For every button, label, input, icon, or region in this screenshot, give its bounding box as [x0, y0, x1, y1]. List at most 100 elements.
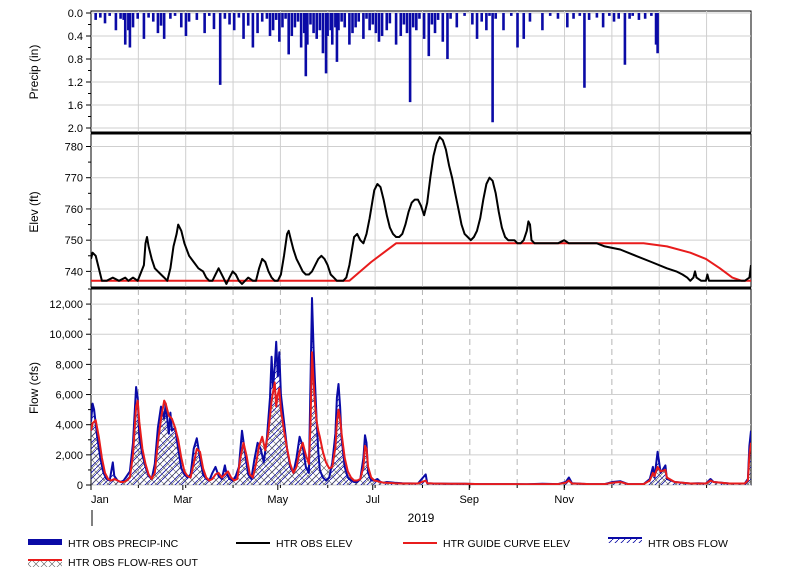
precip-bar	[522, 13, 526, 39]
precip-bar	[223, 13, 227, 19]
precip-bar	[268, 13, 272, 36]
precip-bar	[502, 13, 505, 31]
precip-bar	[260, 13, 264, 22]
precip-bar	[601, 13, 605, 28]
precip-bar	[304, 13, 308, 77]
elev-axis-title: Elev (ft)	[27, 191, 41, 232]
precip-bar	[169, 13, 172, 19]
precip-bar	[324, 13, 328, 74]
y-tick-label: 740	[65, 266, 83, 278]
precip-bar	[119, 13, 122, 19]
y-tick-label: 760	[65, 204, 83, 216]
precip-bar	[471, 13, 474, 25]
precip-bar	[408, 13, 412, 103]
precip-bar	[380, 13, 384, 36]
precip-bar	[136, 13, 139, 19]
precip-bar	[556, 13, 560, 19]
precip-bar	[265, 13, 269, 19]
precip-bar	[433, 13, 437, 34]
precip-bar	[422, 13, 426, 39]
precip-bar	[108, 13, 111, 16]
precip-bar	[449, 13, 452, 19]
x-tick-label: Jan	[91, 494, 109, 506]
precip-bar	[335, 13, 339, 62]
precip-bar	[494, 13, 498, 19]
precip-bar	[334, 13, 337, 28]
precip-bar	[388, 13, 392, 24]
y-tick-label: 0.0	[68, 8, 83, 20]
elev-y-axis: 740 750 760 770 780	[65, 141, 91, 278]
precip-bar	[566, 13, 569, 28]
x-tick-label: Mar	[173, 494, 192, 506]
precip-bar	[374, 13, 378, 34]
precip-bar	[287, 13, 290, 55]
precip-bar	[427, 13, 431, 57]
precip-bar	[131, 13, 135, 28]
precip-bar	[583, 13, 586, 88]
y-tick-label: 770	[65, 173, 83, 185]
flow-y-axis: 0 2,000 4,000 6,000 8,000 10,000 12,000	[49, 288, 91, 492]
y-tick-label: 12,000	[49, 299, 83, 311]
precip-bar	[368, 13, 371, 31]
precip-bar	[237, 13, 241, 18]
precip-bar	[228, 13, 231, 25]
precip-bar	[385, 13, 389, 31]
flow-panel: 0 2,000 4,000 6,000 8,000 10,000 12,000 Jan Mar…	[27, 288, 752, 525]
flow-series	[91, 297, 751, 485]
precip-bar	[548, 13, 552, 16]
precip-bar	[488, 13, 491, 16]
precip-bar	[365, 13, 368, 19]
precip-y-axis: 0.0 0.4 0.8 1.2 1.6 2.0	[68, 8, 91, 135]
precip-bar	[315, 13, 319, 39]
precip-bar	[656, 13, 659, 54]
legend-label: HTR OBS PRECIP-INC	[68, 538, 179, 550]
precip-bar	[299, 13, 303, 48]
x-tick-label: Jul	[366, 494, 380, 506]
precip-bar	[415, 13, 418, 31]
precip-bar	[480, 13, 484, 22]
precip-bar	[94, 13, 97, 20]
precip-bar	[463, 13, 466, 16]
precip-bar	[151, 13, 155, 22]
y-tick-label: 4,000	[55, 420, 83, 432]
legend-label: HTR OBS FLOW	[648, 538, 728, 550]
precip-bar	[430, 13, 434, 25]
htr-obs-flow-res-out-line	[91, 351, 751, 485]
precip-bar	[159, 13, 163, 26]
y-tick-label: 780	[65, 141, 83, 153]
legend-item: HTR OBS PRECIP-INC	[28, 538, 179, 550]
precip-bar	[296, 13, 300, 22]
precip-bar	[218, 13, 222, 85]
precip-bar	[394, 13, 398, 45]
precip-bar	[203, 13, 206, 34]
precip-bar	[351, 13, 354, 34]
x-tick-label: Nov	[554, 494, 574, 506]
precip-bar	[306, 13, 309, 45]
legend-item: HTR GUIDE CURVE ELEV	[403, 538, 570, 550]
precip-bar	[318, 13, 322, 31]
precip-bar	[377, 13, 381, 42]
precip-bar	[312, 13, 315, 34]
precip-panel: 0.0 0.4 0.8 1.2 1.6 2.0 Precip (in)	[27, 8, 752, 135]
x-axis-year-label: 2019	[408, 511, 435, 525]
precip-bar	[256, 13, 259, 34]
precip-bar	[541, 13, 544, 31]
precip-bar	[455, 13, 459, 28]
precip-bar	[631, 13, 634, 16]
precip-bar	[208, 13, 211, 16]
precip-bar	[195, 13, 199, 20]
y-tick-label: 0.4	[68, 31, 83, 43]
precip-bar	[491, 13, 494, 123]
precip-bar	[595, 13, 599, 18]
precip-bar	[623, 13, 627, 65]
legend-item: HTR OBS FLOW	[608, 537, 728, 550]
flow-x-axis: Jan Mar May Jul Sep Nov	[90, 485, 708, 506]
y-tick-label: 0.8	[68, 54, 83, 66]
precip-bar	[399, 13, 403, 36]
precip-bar	[516, 13, 519, 48]
precip-bars	[94, 13, 659, 123]
legend-swatch-crosshatch	[28, 560, 62, 567]
precip-bar	[362, 13, 365, 39]
precip-bar	[628, 13, 631, 19]
precip-bar	[509, 13, 513, 16]
